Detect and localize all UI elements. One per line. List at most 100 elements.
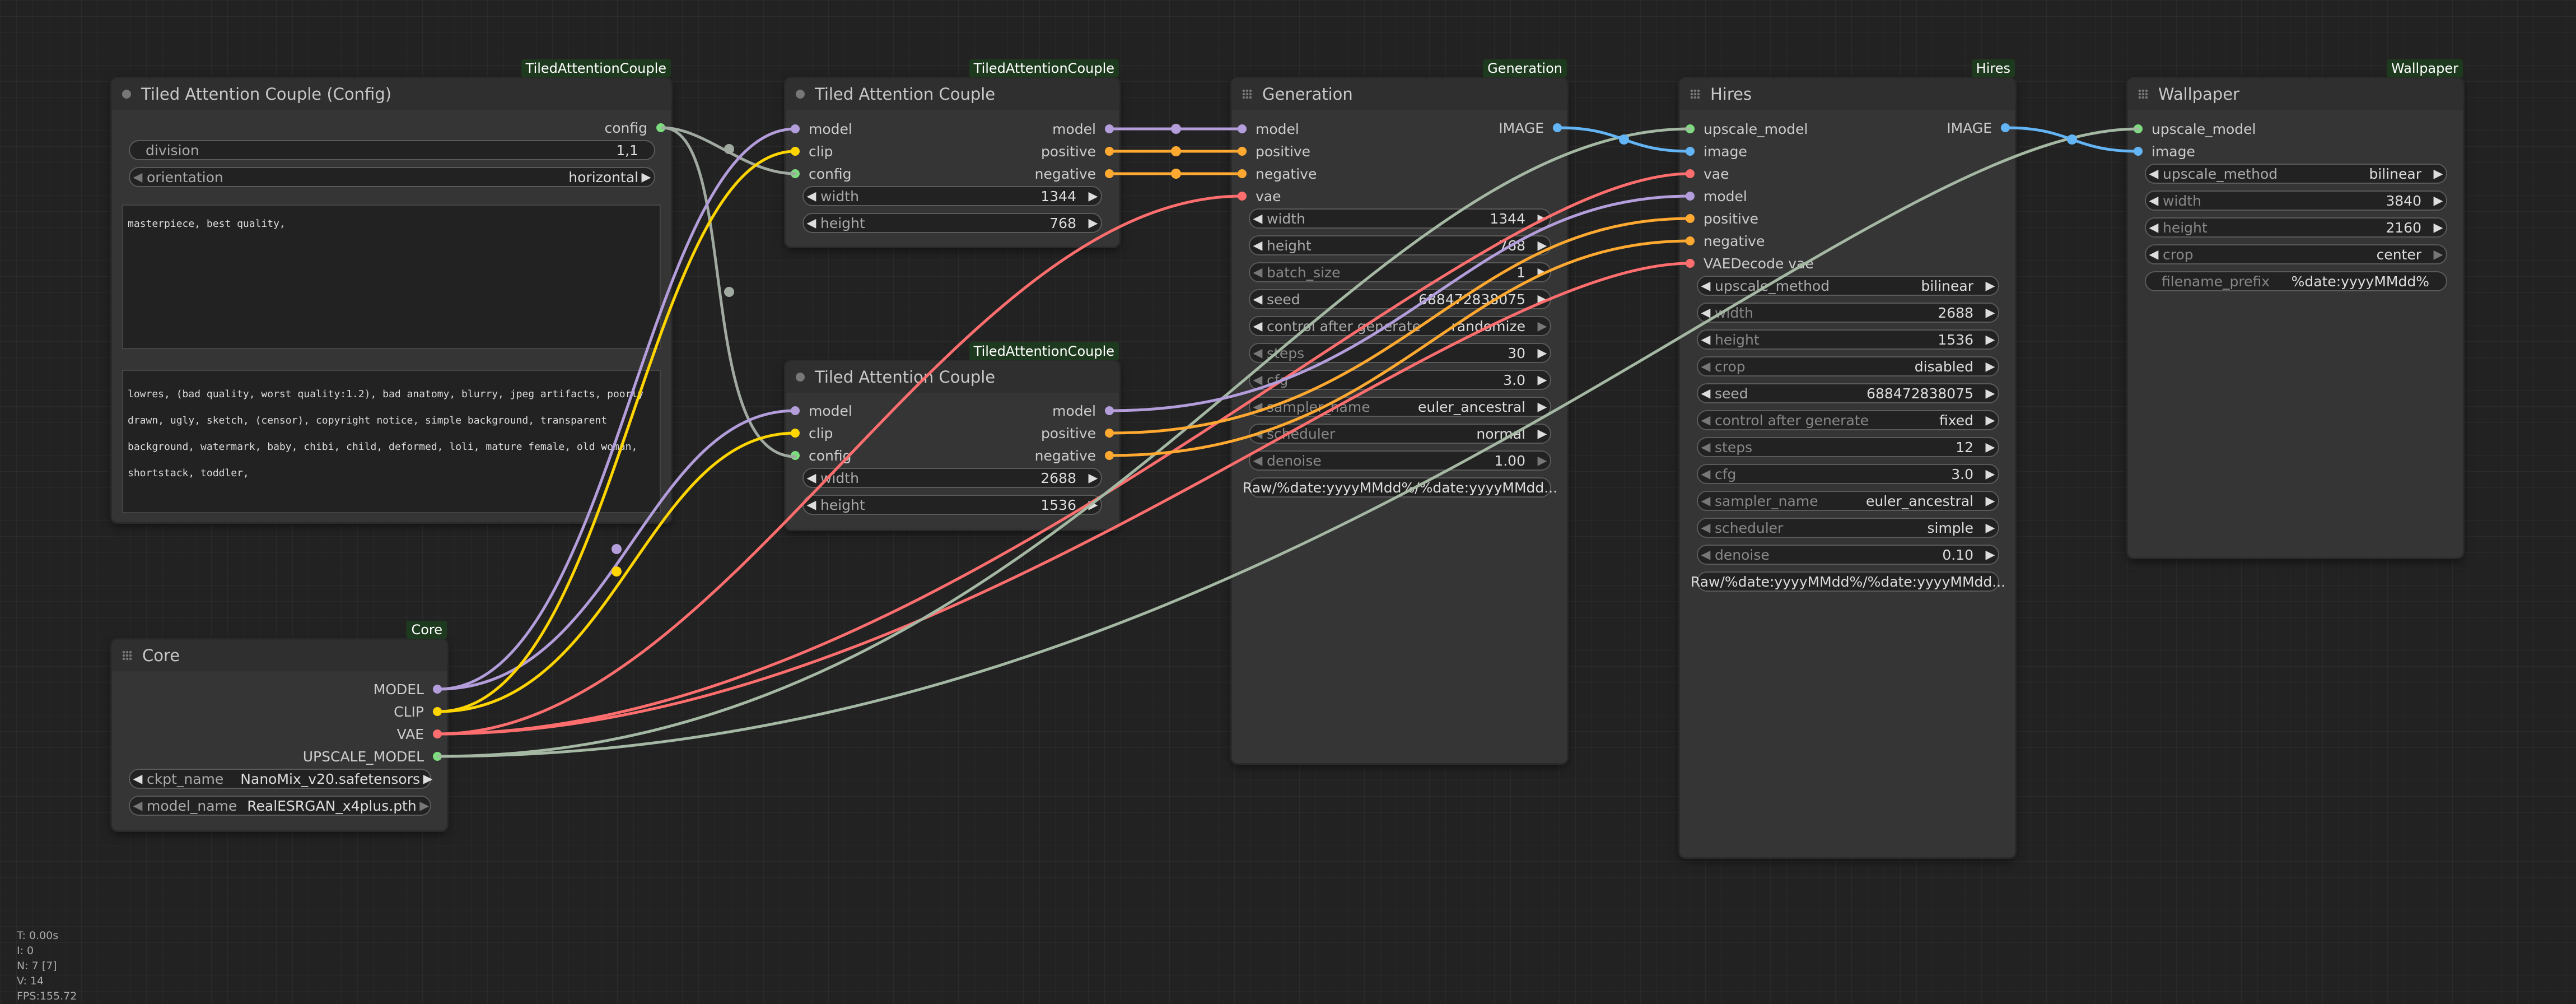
input-model[interactable]: model (1238, 120, 1299, 137)
increment-arrow-icon[interactable]: ▶ (2433, 247, 2443, 262)
height-widget[interactable]: ◀ height 1536 ▶ (802, 495, 1102, 515)
width-widget[interactable]: ◀ width 2688 ▶ (1697, 303, 1999, 323)
cfg-widget[interactable]: ◀ cfg 3.0 ▶ (1249, 370, 1551, 390)
model-name-widget[interactable]: ◀ model_name RealESRGAN_x4plus.pth ▶ (129, 796, 431, 816)
positive-prompt-textarea[interactable]: masterpiece, best quality, (122, 204, 661, 349)
slot-dot-icon[interactable] (1686, 124, 1695, 133)
slot-dot-icon[interactable] (1686, 169, 1695, 178)
output-image[interactable]: IMAGE (1947, 119, 2010, 136)
decrement-arrow-icon[interactable]: ◀ (1701, 413, 1711, 427)
slot-dot-icon[interactable] (1686, 236, 1695, 245)
output-upscale-model[interactable]: UPSCALE_MODEL (303, 748, 442, 765)
decrement-arrow-icon[interactable]: ◀ (1253, 453, 1263, 468)
slot-dot-icon[interactable] (1553, 123, 1562, 132)
increment-arrow-icon[interactable]: ▶ (1088, 216, 1098, 230)
node-header[interactable]: Wallpaper (2128, 78, 2463, 110)
input-image[interactable]: image (1686, 143, 1747, 160)
node-header[interactable]: Core (112, 640, 447, 671)
increment-arrow-icon[interactable]: ▶ (1537, 292, 1547, 306)
height-widget[interactable]: ◀ height 768 ▶ (1249, 235, 1551, 255)
slot-dot-icon[interactable] (791, 169, 800, 178)
slot-dot-icon[interactable] (1686, 192, 1695, 201)
increment-arrow-icon[interactable]: ▶ (1985, 467, 1995, 481)
orientation-widget[interactable]: ◀ orientation horizontal ▶ (129, 167, 655, 187)
decrement-arrow-icon[interactable]: ◀ (806, 471, 816, 485)
node-tiled-attention-couple-1[interactable]: TiledAttentionCouple Tiled Attention Cou… (786, 59, 1119, 247)
slot-dot-icon[interactable] (1686, 214, 1695, 223)
increment-arrow-icon[interactable]: ▶ (423, 771, 433, 786)
decrement-arrow-icon[interactable]: ◀ (1253, 346, 1263, 360)
slot-dot-icon[interactable] (1686, 259, 1695, 268)
output-positive[interactable]: positive (1041, 425, 1114, 441)
decrement-arrow-icon[interactable]: ◀ (1253, 238, 1263, 253)
increment-arrow-icon[interactable]: ▶ (1537, 399, 1547, 414)
decrement-arrow-icon[interactable]: ◀ (2149, 193, 2159, 208)
input-vae[interactable]: vae (1238, 188, 1281, 204)
output-model[interactable]: model (1052, 120, 1114, 137)
increment-arrow-icon[interactable]: ▶ (2433, 220, 2443, 235)
filename-prefix-widget[interactable]: filename_prefix %date:yyyyMMdd% (2145, 271, 2447, 291)
increment-arrow-icon[interactable]: ▶ (1985, 359, 1995, 374)
decrement-arrow-icon[interactable]: ◀ (1701, 520, 1711, 535)
slot-dot-icon[interactable] (1105, 429, 1114, 438)
slot-dot-icon[interactable] (1105, 124, 1114, 133)
decrement-arrow-icon[interactable]: ◀ (806, 216, 816, 230)
slot-dot-icon[interactable] (1105, 451, 1114, 460)
increment-arrow-icon[interactable]: ▶ (1985, 494, 1995, 508)
decrement-arrow-icon[interactable]: ◀ (806, 498, 816, 512)
slot-dot-icon[interactable] (791, 406, 800, 415)
output-negative[interactable]: negative (1035, 165, 1114, 182)
node-wallpaper[interactable]: Wallpaper Wallpaper upscale_model image … (2128, 59, 2463, 557)
decrement-arrow-icon[interactable]: ◀ (1253, 399, 1263, 414)
input-image[interactable]: image (2134, 143, 2195, 160)
node-hires[interactable]: Hires Hires upscale_model image vae mode… (1680, 59, 2015, 857)
denoise-widget[interactable]: ◀ denoise 1.00 ▶ (1249, 450, 1551, 471)
slot-dot-icon[interactable] (1238, 124, 1247, 133)
increment-arrow-icon[interactable]: ▶ (2433, 193, 2443, 208)
increment-arrow-icon[interactable]: ▶ (1537, 373, 1547, 387)
decrement-arrow-icon[interactable]: ◀ (1701, 547, 1711, 562)
input-positive[interactable]: positive (1686, 210, 1758, 227)
slot-dot-icon[interactable] (1105, 169, 1114, 178)
increment-arrow-icon[interactable]: ▶ (1537, 238, 1547, 253)
decrement-arrow-icon[interactable]: ◀ (133, 798, 143, 813)
scheduler-widget[interactable]: ◀ scheduler simple ▶ (1697, 518, 1999, 538)
decrement-arrow-icon[interactable]: ◀ (133, 170, 143, 184)
output-negative[interactable]: negative (1035, 447, 1114, 464)
width-widget[interactable]: ◀ width 1344 ▶ (802, 186, 1102, 206)
increment-arrow-icon[interactable]: ▶ (1537, 265, 1547, 280)
increment-arrow-icon[interactable]: ▶ (1985, 386, 1995, 401)
decrement-arrow-icon[interactable]: ◀ (2149, 220, 2159, 235)
collapse-dot-icon[interactable] (796, 373, 805, 382)
denoise-widget[interactable]: ◀ denoise 0.10 ▶ (1697, 545, 1999, 565)
increment-arrow-icon[interactable]: ▶ (641, 170, 651, 184)
slot-dot-icon[interactable] (1238, 147, 1247, 156)
decrement-arrow-icon[interactable]: ◀ (1701, 386, 1711, 401)
input-clip[interactable]: clip (791, 143, 833, 160)
height-widget[interactable]: ◀ height 768 ▶ (802, 213, 1102, 233)
increment-arrow-icon[interactable]: ▶ (1985, 440, 1995, 454)
node-tiled-attention-couple-config[interactable]: TiledAttentionCouple Tiled Attention Cou… (112, 59, 671, 522)
node-header[interactable]: Tiled Attention Couple (786, 361, 1119, 393)
increment-arrow-icon[interactable]: ▶ (1985, 520, 1995, 535)
decrement-arrow-icon[interactable]: ◀ (806, 189, 816, 203)
decrement-arrow-icon[interactable]: ◀ (1253, 319, 1263, 333)
collapse-dot-icon[interactable] (796, 90, 805, 99)
input-negative[interactable]: negative (1238, 165, 1317, 182)
slot-dot-icon[interactable] (1686, 147, 1695, 156)
input-config[interactable]: config (791, 165, 852, 182)
slot-dot-icon[interactable] (433, 729, 442, 738)
slot-dot-icon[interactable] (791, 451, 800, 460)
decrement-arrow-icon[interactable]: ◀ (1253, 426, 1263, 441)
slot-dot-icon[interactable] (791, 429, 800, 438)
crop-widget[interactable]: ◀ crop center ▶ (2145, 244, 2447, 264)
output-model[interactable]: model (1052, 402, 1114, 419)
increment-arrow-icon[interactable]: ▶ (1088, 189, 1098, 203)
decrement-arrow-icon[interactable]: ◀ (1701, 467, 1711, 481)
slot-dot-icon[interactable] (1238, 169, 1247, 178)
input-config[interactable]: config (791, 447, 852, 464)
slot-dot-icon[interactable] (433, 707, 442, 716)
increment-arrow-icon[interactable]: ▶ (1088, 471, 1098, 485)
decrement-arrow-icon[interactable]: ◀ (2149, 247, 2159, 262)
grip-icon[interactable] (1242, 89, 1252, 99)
